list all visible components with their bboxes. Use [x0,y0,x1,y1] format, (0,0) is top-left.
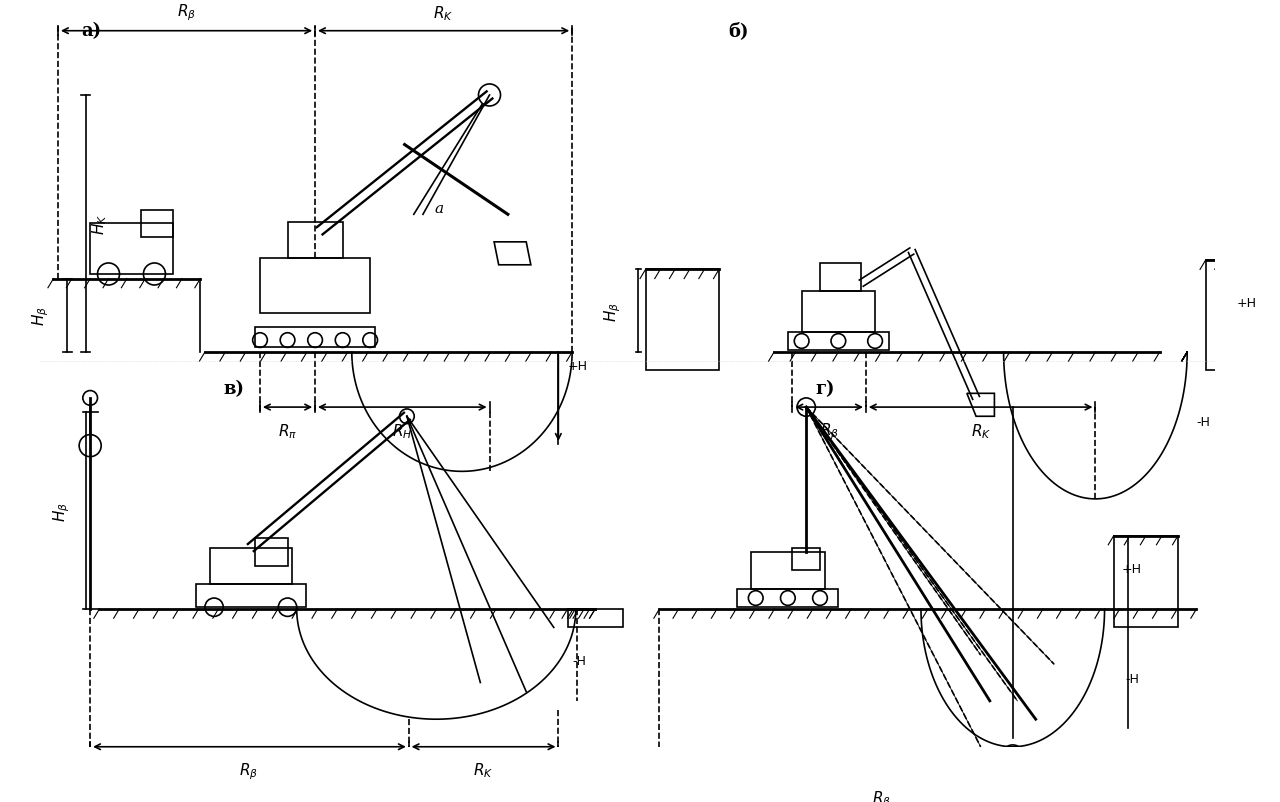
Text: $H_K$: $H_K$ [90,213,109,235]
Bar [90,225,173,274]
Text: $R_K$: $R_K$ [434,4,453,22]
Text: $R_\beta$: $R_\beta$ [239,760,259,781]
Text: $R_K$: $R_K$ [472,760,493,780]
Text: -H: -H [1197,416,1211,429]
Bar [1206,261,1279,371]
Text: $H_\beta$: $H_\beta$ [51,501,72,521]
Text: б): б) [728,22,749,40]
Text: $H_\beta$: $H_\beta$ [602,302,622,322]
Text: $R_\pi$: $R_\pi$ [278,421,297,440]
Bar [256,328,375,348]
Text: $H_\beta$: $H_\beta$ [31,306,51,326]
Text: $R_K$: $R_K$ [970,421,991,440]
Text: в): в) [223,380,244,398]
Bar [210,548,292,585]
Text: $R_H$: $R_H$ [392,421,412,440]
Text: а): а) [81,22,101,40]
Text: +H: +H [567,360,588,373]
Text: -H: -H [1125,673,1139,686]
Bar [256,539,288,566]
Bar [288,222,343,259]
Bar [751,553,824,589]
Text: +H: +H [1123,563,1142,576]
Bar [792,548,820,571]
Text: -H: -H [572,654,586,667]
Bar [737,589,838,607]
Bar [567,610,622,628]
Bar [1114,536,1178,628]
Bar [788,332,888,350]
Text: +H: +H [1236,297,1257,310]
Bar [645,270,719,371]
Text: $R_\beta$: $R_\beta$ [177,2,196,22]
Bar [141,210,173,238]
Bar [260,259,370,314]
Text: $R_\beta$: $R_\beta$ [872,788,891,802]
Text: а: а [434,202,444,217]
Bar [820,264,861,291]
Bar [801,291,876,332]
Text: $R_\beta$: $R_\beta$ [819,421,838,442]
Text: г): г) [815,380,835,398]
Bar [196,585,306,607]
